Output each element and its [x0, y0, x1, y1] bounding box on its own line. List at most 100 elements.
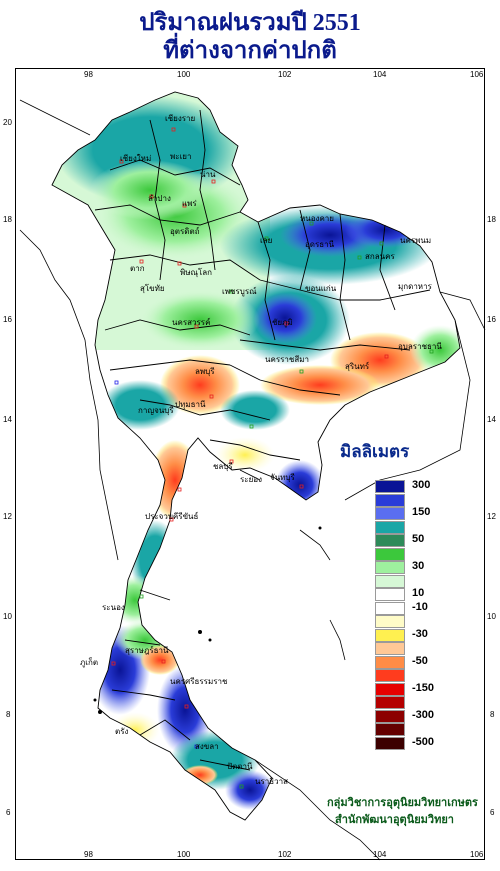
lon-label: 100: [177, 850, 191, 859]
place-label: สุโขทัย: [140, 284, 165, 293]
lat-label: 18: [3, 215, 12, 224]
legend-label: -300: [412, 708, 435, 721]
place-label: เพชรบูรณ์: [222, 287, 257, 296]
place-label: นครศรีธรรมราช: [170, 677, 228, 686]
place-label: จันทบุรี: [270, 473, 295, 482]
lon-label: 106: [470, 70, 484, 79]
lat-label: 14: [487, 415, 496, 424]
weather-stations: [111, 127, 434, 789]
lat-label: 14: [3, 415, 12, 424]
place-label: ขอนแก่น: [305, 284, 337, 293]
legend-label: 50: [412, 533, 425, 545]
place-label: ระยอง: [240, 475, 262, 484]
place-label: ตาก: [130, 264, 145, 273]
legend-swatch: [375, 520, 405, 534]
province-boundaries: [51, 91, 461, 821]
place-label: ชัยภูมิ: [272, 318, 293, 327]
lat-label: 10: [3, 612, 12, 621]
legend-label: -50: [412, 654, 428, 667]
legend-label: 30: [412, 560, 425, 572]
place-label: นราธิวาส: [255, 777, 289, 786]
place-label: สงขลา: [195, 742, 219, 751]
legend-swatch: [375, 480, 405, 493]
place-label: ปทุมธานี: [175, 400, 206, 409]
legend-label: 10: [412, 587, 425, 599]
place-label: ปัตตานี: [227, 762, 253, 771]
place-label: ลำปาง: [148, 194, 171, 203]
place-label: กาญจนบุรี: [138, 406, 174, 415]
legend-swatch: [375, 655, 405, 669]
lat-label: 16: [3, 315, 12, 324]
map-title-line1: ปริมาณฝนรวมปี 2551: [139, 10, 361, 36]
place-label: พิษณุโลก: [180, 268, 213, 277]
map-frame: [15, 68, 485, 860]
legend-swatch: [375, 696, 405, 709]
place-label: ชลบุรี: [213, 462, 233, 471]
place-label: ประจวบคีรีขันธ์: [145, 512, 199, 521]
legend-swatch: [375, 669, 405, 682]
lat-label: 20: [3, 118, 12, 127]
place-label: สุรินทร์: [345, 362, 370, 371]
legend-title: มิลลิเมตร: [340, 442, 410, 461]
lat-label: 6: [6, 808, 11, 817]
legend-swatch: [375, 561, 405, 574]
place-label: เชียงใหม่: [120, 154, 152, 163]
legend-swatch: [375, 628, 405, 642]
place-label: อุตรดิตถ์: [170, 227, 200, 236]
credit-line2: สำนักพัฒนาอุตุนิยมวิทยา: [335, 814, 454, 826]
legend-swatch: [375, 723, 405, 736]
islands: [93, 526, 322, 714]
place-label: มุกดาหาร: [398, 282, 432, 291]
lon-label: 104: [373, 850, 387, 859]
place-label: อุดรธานี: [305, 240, 335, 249]
legend-label: -30: [412, 627, 428, 640]
legend-label: -150: [412, 681, 435, 694]
legend-swatch: [375, 642, 405, 655]
lon-label: 98: [84, 850, 93, 859]
place-label: พะเยา: [170, 152, 192, 161]
map-title-line2: ที่ต่างจากค่าปกติ: [163, 38, 337, 64]
lat-label: 8: [6, 710, 11, 719]
lon-label: 100: [177, 70, 191, 79]
legend-swatch: [375, 709, 405, 723]
legend-swatch: [375, 574, 405, 588]
lat-label: 12: [3, 512, 12, 521]
legend-swatch: [375, 588, 405, 601]
lon-label: 106: [470, 850, 484, 859]
place-label: นครสวรรค์: [172, 318, 211, 327]
lon-label: 102: [278, 70, 292, 79]
place-label: ภูเก็ต: [80, 658, 99, 667]
place-label: สุราษฎร์ธานี: [125, 646, 169, 655]
lat-label: 6: [490, 808, 495, 817]
legend-label: 150: [412, 506, 431, 518]
legend-label: 300: [412, 479, 431, 491]
legend-label: -500: [412, 735, 435, 748]
place-label: เชียงราย: [165, 114, 196, 123]
lat-label: 12: [487, 512, 496, 521]
legend-swatch: [375, 601, 405, 615]
place-label: น่าน: [200, 170, 216, 179]
lat-label: 10: [487, 612, 496, 621]
place-label: ระนอง: [102, 603, 125, 612]
lat-label: 18: [487, 215, 496, 224]
place-label: หนองคาย: [300, 214, 334, 223]
neighbour-boundaries: [19, 99, 486, 861]
place-label: นครราชสีมา: [265, 355, 309, 364]
place-label: แพร่: [182, 199, 197, 208]
legend-swatch: [375, 507, 405, 520]
place-label: ลพบุรี: [195, 367, 215, 376]
place-label: สกลนคร: [365, 252, 395, 261]
lon-label: 98: [84, 70, 93, 79]
lon-label: 104: [373, 70, 387, 79]
legend-swatch: [375, 534, 405, 547]
legend-swatch: [375, 493, 405, 507]
place-label: นครพนม: [400, 236, 432, 245]
legend-swatch: [375, 547, 405, 561]
legend-label: -10: [412, 600, 428, 613]
lat-label: 16: [487, 315, 496, 324]
credit-line1: กลุ่มวิชาการอุตุนิยมวิทยาเกษตร: [327, 797, 478, 809]
legend-swatch: [375, 682, 405, 696]
place-label: อุบลราชธานี: [398, 342, 442, 351]
place-label: เลย: [260, 236, 273, 245]
